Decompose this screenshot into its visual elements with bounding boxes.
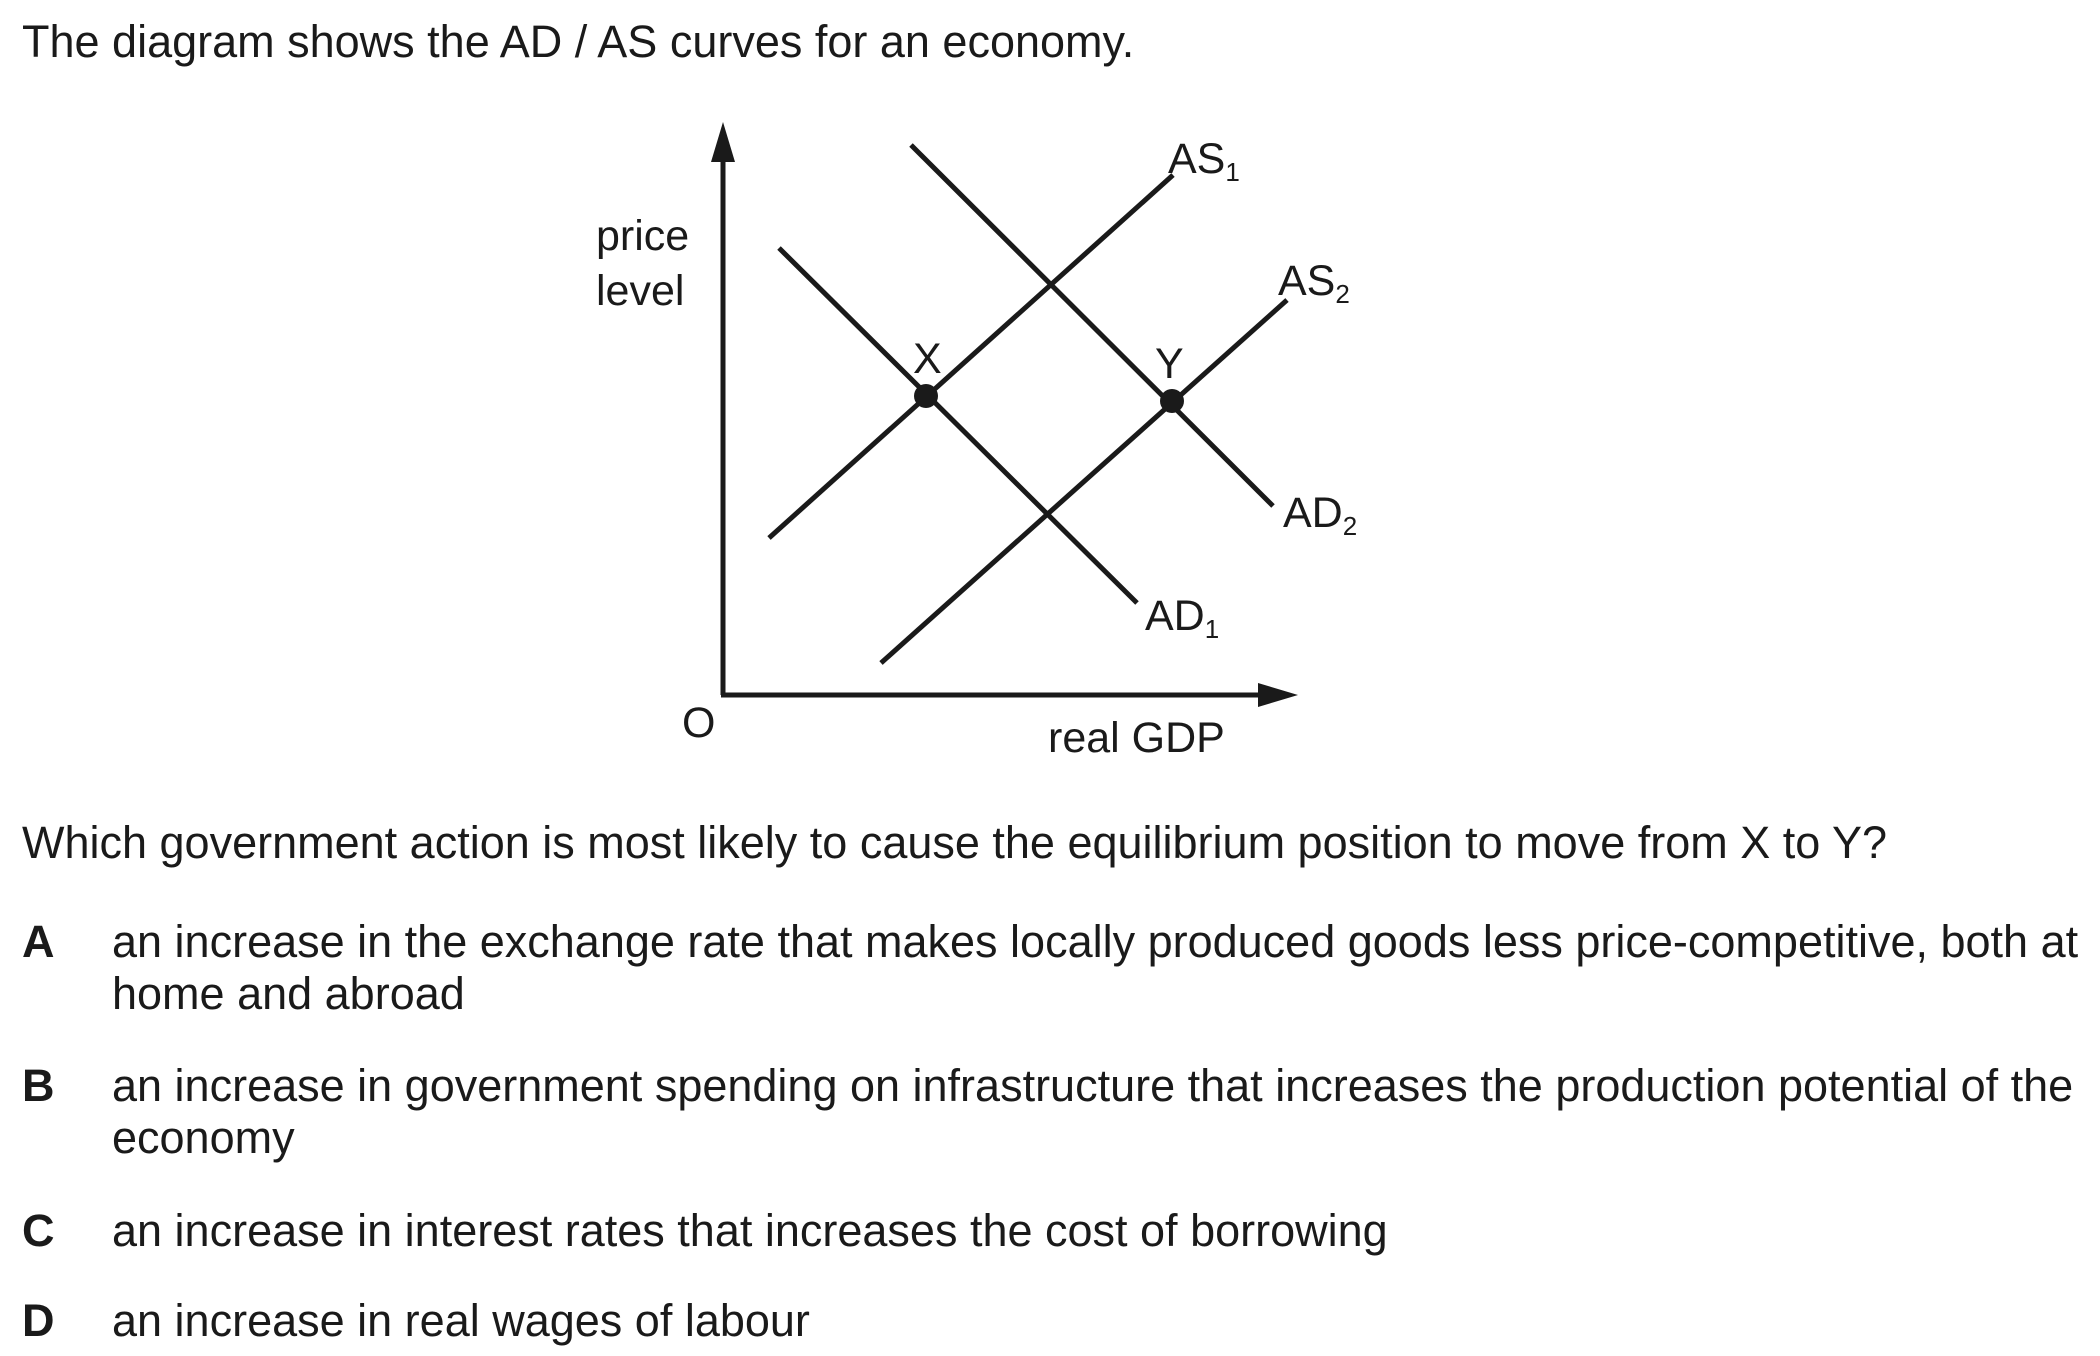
as2-label-sub: 2 bbox=[1335, 279, 1349, 309]
ad2-label: AD2 bbox=[1283, 489, 1357, 541]
point-y-label: Y bbox=[1155, 340, 1184, 388]
option-a-text: an increase in the exchange rate that ma… bbox=[112, 916, 2079, 1019]
option-a[interactable]: A an increase in the exchange rate that … bbox=[22, 916, 2082, 1020]
option-d-text: an increase in real wages of labour bbox=[112, 1295, 810, 1346]
option-d-letter: D bbox=[22, 1295, 55, 1346]
ad2-curve bbox=[909, 143, 1275, 508]
question-text: Which government action is most likely t… bbox=[22, 817, 1888, 868]
y-axis-label: price level bbox=[596, 212, 701, 315]
as2-label: AS2 bbox=[1278, 257, 1350, 309]
y-axis-arrowhead bbox=[711, 122, 735, 162]
option-c-letter: C bbox=[22, 1205, 55, 1256]
option-c[interactable]: C an increase in interest rates that inc… bbox=[22, 1205, 2082, 1257]
as1-label-sub: 1 bbox=[1225, 157, 1239, 187]
option-b[interactable]: B an increase in government spending on … bbox=[22, 1060, 2082, 1164]
origin-label: O bbox=[682, 699, 715, 747]
ad1-curve bbox=[777, 246, 1139, 605]
option-c-text: an increase in interest rates that incre… bbox=[112, 1205, 1388, 1256]
ad-as-diagram: price level O real GDP AS1 AS2 AD1 AD2 X… bbox=[596, 122, 1357, 762]
as2-curve bbox=[879, 298, 1289, 665]
x-axis-label: real GDP bbox=[1048, 714, 1225, 762]
option-b-letter: B bbox=[22, 1060, 55, 1111]
equilibrium-point-y bbox=[1160, 389, 1184, 413]
as2-label-base: AS bbox=[1278, 257, 1335, 305]
ad1-label-sub: 1 bbox=[1205, 614, 1219, 644]
as1-curve bbox=[767, 173, 1175, 540]
ad2-label-base: AD bbox=[1283, 489, 1343, 537]
as1-label: AS1 bbox=[1168, 135, 1240, 187]
y-axis-label-line2: level bbox=[596, 267, 684, 315]
intro-text: The diagram shows the AD / AS curves for… bbox=[22, 16, 1135, 67]
option-d[interactable]: D an increase in real wages of labour bbox=[22, 1295, 2082, 1347]
ad1-label: AD1 bbox=[1145, 592, 1219, 644]
as1-label-base: AS bbox=[1168, 135, 1225, 183]
ad1-label-base: AD bbox=[1145, 592, 1205, 640]
option-b-text: an increase in government spending on in… bbox=[112, 1060, 2074, 1163]
option-a-letter: A bbox=[22, 916, 55, 967]
x-axis-arrowhead bbox=[1258, 683, 1298, 707]
equilibrium-point-x bbox=[914, 384, 938, 408]
point-x-label: X bbox=[913, 335, 942, 383]
ad2-label-sub: 2 bbox=[1343, 511, 1357, 541]
y-axis-label-line1: price bbox=[596, 212, 689, 260]
